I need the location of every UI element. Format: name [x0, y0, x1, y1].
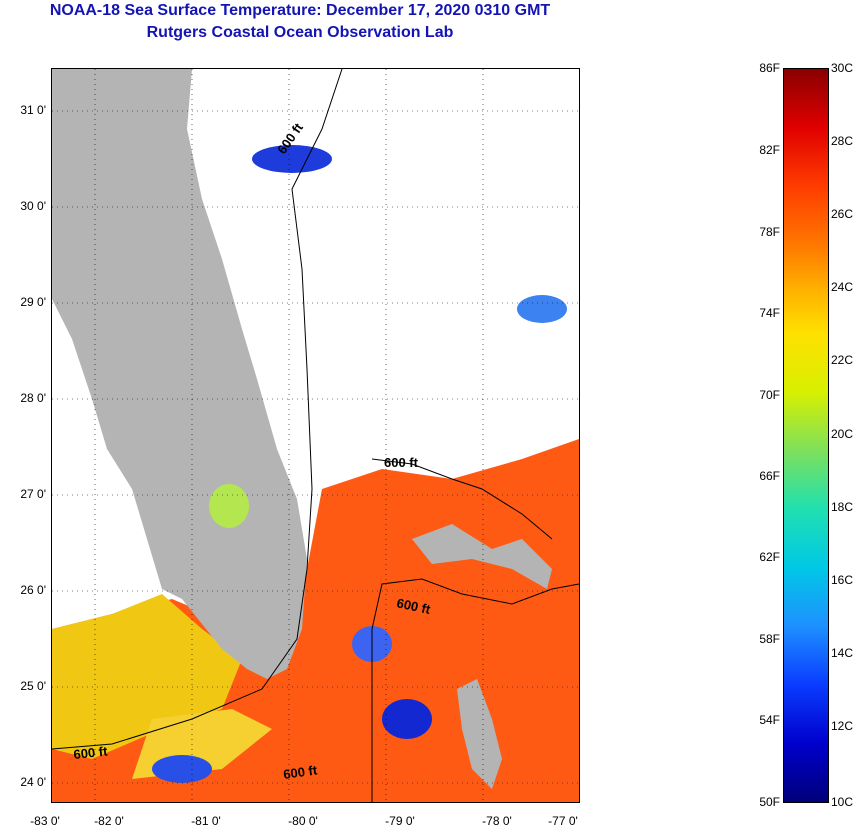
contour-line [371, 578, 579, 802]
latitude-label: 26 0' [20, 583, 46, 597]
longitude-label: -79 0' [385, 814, 415, 828]
latitude-label: 28 0' [20, 391, 46, 405]
colorbar-f-label: 82F [759, 143, 780, 157]
colorbar-f-label: 86F [759, 61, 780, 75]
colorbar-c-label: 12C [831, 719, 854, 733]
contour-label: 600 ft [395, 595, 432, 617]
longitude-label: -77 0' [548, 814, 578, 828]
florida-landmass [52, 69, 307, 679]
colorbar-f-label: 50F [759, 795, 780, 809]
longitude-label: -81 0' [191, 814, 221, 828]
latitude-label: 24 0' [20, 775, 46, 789]
temperature-colorbar [783, 68, 829, 803]
longitude-label: -82 0' [94, 814, 124, 828]
colorbar-f-label: 62F [759, 550, 780, 564]
latitude-label: 27 0' [20, 487, 46, 501]
bahamas-island [412, 524, 552, 589]
colorbar-c-label: 16C [831, 573, 854, 587]
colorbar-c-label: 24C [831, 280, 854, 294]
andros-island [457, 679, 502, 789]
contour-label: 600 ft [384, 455, 419, 470]
cold-patch [382, 699, 432, 739]
colorbar-f-label: 74F [759, 306, 780, 320]
latitude-label: 25 0' [20, 679, 46, 693]
colorbar-f-label: 70F [759, 388, 780, 402]
colorbar-f-label: 54F [759, 713, 780, 727]
contour-line [371, 458, 553, 540]
latitude-label: 30 0' [20, 199, 46, 213]
sst-map: 600 ft 600 ft 600 ft 600 ft 600 ft [51, 68, 580, 803]
cold-patch [152, 755, 212, 783]
colorbar-f-label: 66F [759, 469, 780, 483]
colorbar-c-label: 18C [831, 500, 854, 514]
lake-okeechobee [209, 484, 249, 528]
longitude-label: -78 0' [482, 814, 512, 828]
colorbar-c-label: 14C [831, 646, 854, 660]
cold-patch [252, 145, 332, 173]
contour-label: 600 ft [73, 743, 109, 762]
longitude-label: -83 0' [30, 814, 60, 828]
lat-lon-grid [52, 69, 579, 802]
cold-patch [517, 295, 567, 323]
colorbar-f-label: 78F [759, 225, 780, 239]
colorbar-c-label: 10C [831, 795, 854, 809]
latitude-label: 31 0' [20, 103, 46, 117]
map-title: NOAA-18 Sea Surface Temperature: Decembe… [49, 2, 551, 19]
colorbar-c-label: 26C [831, 207, 854, 221]
contour-line [52, 69, 343, 750]
map-subtitle: Rutgers Coastal Ocean Observation Lab [146, 24, 454, 41]
longitude-label: -80 0' [288, 814, 318, 828]
sst-map-canvas: 600 ft 600 ft 600 ft 600 ft 600 ft [52, 69, 579, 802]
contour-label: 600 ft [282, 762, 318, 782]
colorbar-f-label: 58F [759, 632, 780, 646]
colorbar-c-label: 30C [831, 61, 854, 75]
colorbar-c-label: 28C [831, 134, 854, 148]
colorbar-c-label: 20C [831, 427, 854, 441]
latitude-label: 29 0' [20, 295, 46, 309]
colorbar-c-label: 22C [831, 353, 854, 367]
